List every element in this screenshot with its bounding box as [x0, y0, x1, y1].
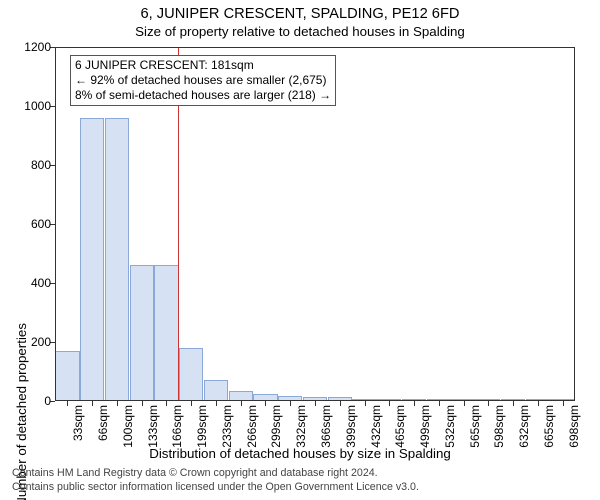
x-tick-mark: [142, 401, 143, 406]
footer-line-2: Contains public sector information licen…: [12, 481, 419, 494]
annotation-line-2: ← 92% of detached houses are smaller (2,…: [75, 73, 331, 88]
y-tick-label: 0: [44, 394, 51, 408]
x-tick-label: 166sqm: [170, 401, 184, 448]
x-tick-mark: [191, 401, 192, 406]
x-tick-label: 499sqm: [418, 401, 432, 448]
footer-line-1: Contains HM Land Registry data © Crown c…: [12, 467, 419, 480]
x-tick-label: 565sqm: [468, 401, 482, 448]
y-tick-label: 400: [31, 276, 51, 290]
x-tick-mark: [315, 401, 316, 406]
x-tick-mark: [414, 401, 415, 406]
y-tick-label: 200: [31, 335, 51, 349]
x-tick-mark: [117, 401, 118, 406]
x-tick-mark: [464, 401, 465, 406]
x-tick-mark: [488, 401, 489, 406]
x-tick-label: 598sqm: [492, 401, 506, 448]
x-tick-label: 299sqm: [269, 401, 283, 448]
x-tick-mark: [241, 401, 242, 406]
page-title: 6, JUNIPER CRESCENT, SPALDING, PE12 6FD: [0, 6, 600, 22]
annotation-line-3: 8% of semi-detached houses are larger (2…: [75, 88, 331, 103]
x-axis-label: Distribution of detached houses by size …: [0, 446, 600, 461]
x-tick-mark: [340, 401, 341, 406]
x-tick-mark: [563, 401, 564, 406]
x-tick-label: 465sqm: [393, 401, 407, 448]
x-tick-mark: [513, 401, 514, 406]
chart-area: 6 JUNIPER CRESCENT: 181sqm ← 92% of deta…: [55, 46, 575, 401]
x-tick-label: 100sqm: [121, 401, 135, 448]
x-tick-label: 665sqm: [542, 401, 556, 448]
x-tick-label: 133sqm: [146, 401, 160, 448]
x-tick-label: 66sqm: [96, 401, 110, 441]
x-tick-label: 233sqm: [220, 401, 234, 448]
x-tick-mark: [538, 401, 539, 406]
x-tick-mark: [92, 401, 93, 406]
x-tick-label: 632sqm: [517, 401, 531, 448]
x-tick-label: 366sqm: [319, 401, 333, 448]
x-tick-mark: [439, 401, 440, 406]
x-tick-mark: [166, 401, 167, 406]
x-tick-mark: [290, 401, 291, 406]
x-tick-mark: [365, 401, 366, 406]
annotation-line-1: 6 JUNIPER CRESCENT: 181sqm: [75, 58, 331, 73]
annotation-box: 6 JUNIPER CRESCENT: 181sqm ← 92% of deta…: [70, 55, 336, 106]
x-tick-mark: [265, 401, 266, 406]
y-tick-label: 600: [31, 217, 51, 231]
x-tick-label: 532sqm: [443, 401, 457, 448]
page: { "title_line1": "6, JUNIPER CRESCENT, S…: [0, 0, 600, 500]
x-tick-label: 432sqm: [369, 401, 383, 448]
y-tick-label: 1200: [24, 40, 51, 54]
x-tick-label: 399sqm: [344, 401, 358, 448]
x-tick-label: 33sqm: [71, 401, 85, 441]
x-tick-mark: [389, 401, 390, 406]
page-subtitle: Size of property relative to detached ho…: [0, 24, 600, 39]
x-tick-label: 698sqm: [567, 401, 581, 448]
y-tick-label: 1000: [24, 99, 51, 113]
x-tick-label: 199sqm: [195, 401, 209, 448]
x-tick-mark: [67, 401, 68, 406]
x-tick-label: 332sqm: [294, 401, 308, 448]
x-tick-mark: [216, 401, 217, 406]
y-tick-label: 800: [31, 158, 51, 172]
footer: Contains HM Land Registry data © Crown c…: [12, 467, 419, 494]
x-tick-label: 266sqm: [245, 401, 259, 448]
